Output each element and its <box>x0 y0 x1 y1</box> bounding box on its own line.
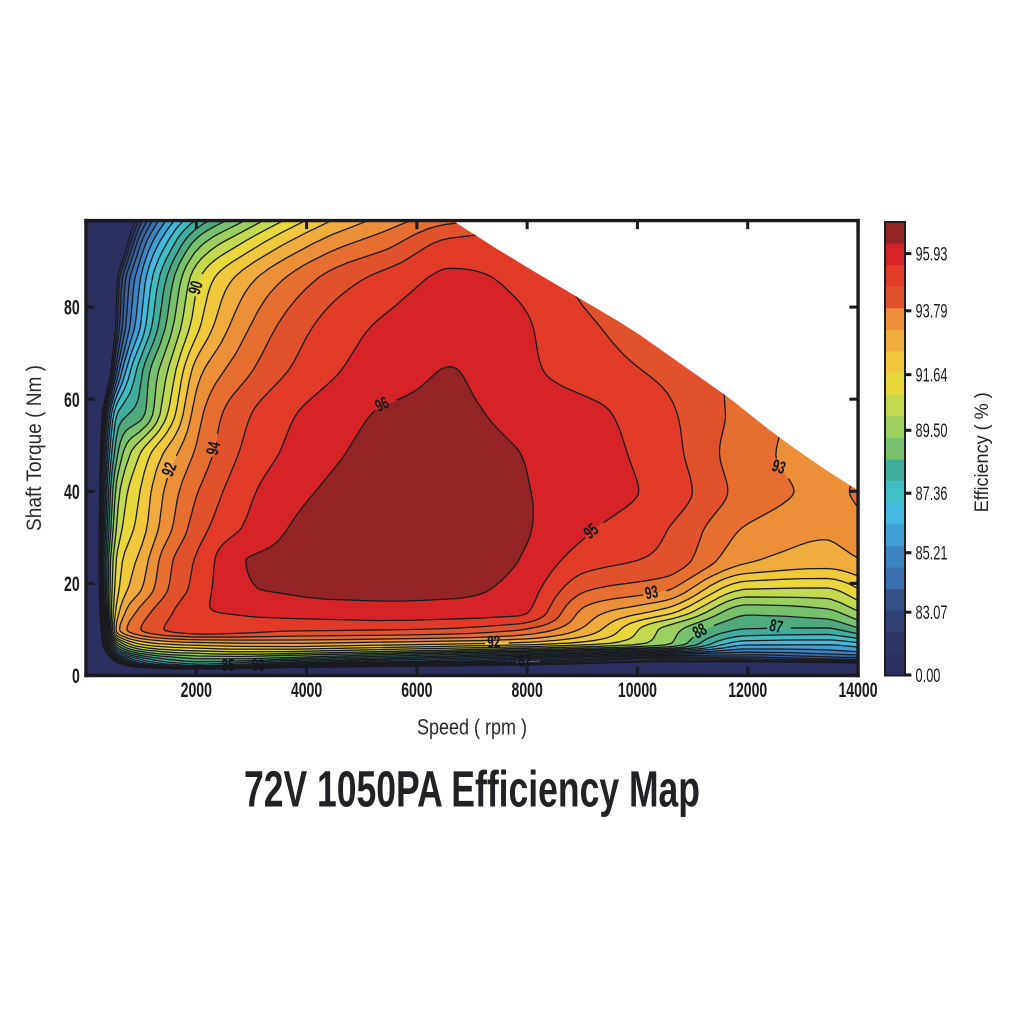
svg-text:0: 0 <box>72 665 80 688</box>
svg-text:72V 1050PA Efficiency Map: 72V 1050PA Efficiency Map <box>244 761 700 818</box>
svg-text:93: 93 <box>770 455 789 478</box>
svg-text:92: 92 <box>487 632 501 652</box>
svg-text:83.07: 83.07 <box>916 603 948 624</box>
svg-text:92: 92 <box>157 459 181 479</box>
svg-text:95.93: 95.93 <box>916 245 948 266</box>
svg-text:8000: 8000 <box>512 679 543 702</box>
svg-text:94: 94 <box>202 440 224 457</box>
svg-text:2000: 2000 <box>181 679 212 702</box>
svg-text:0.00: 0.00 <box>916 666 941 687</box>
svg-text:85: 85 <box>221 655 234 675</box>
svg-text:6000: 6000 <box>401 679 432 702</box>
svg-text:12000: 12000 <box>728 679 767 702</box>
svg-text:20: 20 <box>64 573 80 596</box>
svg-text:80: 80 <box>64 297 80 320</box>
svg-text:89.50: 89.50 <box>916 421 948 442</box>
svg-text:60: 60 <box>64 389 80 412</box>
svg-text:93: 93 <box>643 581 660 603</box>
svg-text:40: 40 <box>64 481 80 504</box>
svg-text:87: 87 <box>768 615 785 637</box>
svg-text:4000: 4000 <box>291 679 322 702</box>
svg-text:Shaft Torque ( Nm ): Shaft Torque ( Nm ) <box>23 365 46 531</box>
svg-text:87.36: 87.36 <box>916 484 948 505</box>
svg-text:Speed ( rpm ): Speed ( rpm ) <box>417 715 527 740</box>
svg-text:90: 90 <box>184 278 207 296</box>
svg-text:83: 83 <box>251 655 264 675</box>
svg-text:10000: 10000 <box>618 679 657 702</box>
svg-text:82: 82 <box>518 650 532 670</box>
svg-text:14000: 14000 <box>838 679 877 702</box>
svg-text:91.64: 91.64 <box>916 366 948 387</box>
svg-text:Efficiency ( % ): Efficiency ( % ) <box>972 392 993 512</box>
svg-text:85.21: 85.21 <box>916 544 948 565</box>
svg-text:93.79: 93.79 <box>916 302 948 323</box>
